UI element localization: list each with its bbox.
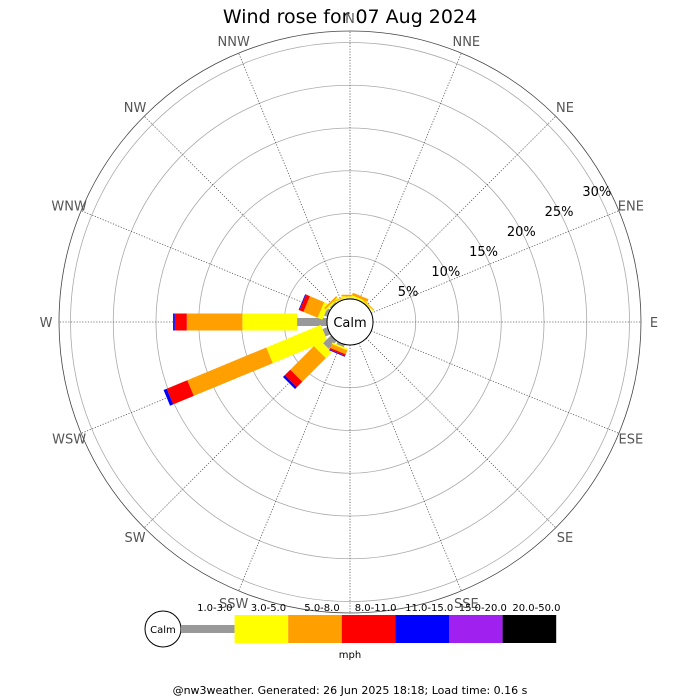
ring-label-15: 15%: [469, 245, 498, 260]
direction-label-ssw: SSW: [219, 597, 249, 612]
bar-ssw-bin-2: [330, 343, 348, 355]
direction-label-e: E: [650, 316, 658, 331]
ring-label-30: 30%: [582, 185, 611, 200]
legend-label-3: 8.0-11.0: [355, 603, 397, 614]
bar-sw-bin-1: [313, 340, 332, 359]
ring-30: [70, 42, 630, 602]
legend-label-0: 1.0-3.0: [197, 603, 232, 614]
spoke-nne: [358, 52, 462, 301]
bar-wsw-bin-1: [266, 324, 328, 364]
direction-label-n: N: [345, 12, 355, 27]
bar-ssw-bin-0: [336, 341, 345, 348]
bar-w-bin-1: [242, 313, 298, 331]
legend-swatch-0: [181, 625, 235, 633]
bar-ne-bin-2: [361, 297, 375, 311]
direction-label-w: W: [40, 316, 53, 331]
legend-swatch-3: [341, 615, 396, 643]
bar-ssw-bin-3: [329, 347, 346, 356]
direction-label-sse: SSE: [454, 597, 479, 612]
direction-label-wsw: WSW: [52, 432, 86, 447]
bar-wnw-bin-2: [303, 296, 325, 318]
direction-label-nw: NW: [124, 101, 147, 116]
spoke-wnw: [80, 210, 329, 314]
spoke-se: [365, 337, 557, 529]
bar-sw-bin-4: [282, 375, 297, 390]
footer-credit: @nw3weather. Generated: 26 Jun 2025 18:1…: [172, 684, 528, 697]
bar-w-bin-0: [297, 318, 327, 326]
calm-label: Calm: [333, 316, 366, 331]
legend-label-1: 3.0-5.0: [251, 603, 286, 614]
calm-circle: [326, 298, 374, 346]
bar-ne-bin-1: [360, 298, 374, 312]
direction-label-wnw: WNW: [51, 200, 87, 215]
direction-label-nnw: NNW: [218, 35, 250, 50]
direction-label-nne: NNE: [452, 35, 480, 50]
ring-label-5: 5%: [398, 285, 419, 300]
direction-label-ne: NE: [556, 101, 574, 116]
direction-label-sw: SW: [124, 531, 145, 546]
legend-label-5: 15.0-20.0: [459, 603, 507, 614]
spoke-nw: [143, 115, 335, 307]
outer-circle: [58, 30, 642, 614]
legend-swatch-4: [395, 615, 449, 643]
bar-sw-bin-3: [284, 369, 303, 388]
legend-calm-label: Calm: [150, 625, 176, 636]
ring-label-20: 20%: [507, 225, 536, 240]
legend-swatch-1: [234, 615, 289, 643]
bar-nne-bin-2: [351, 292, 369, 302]
bar-sw-bin-0: [323, 335, 337, 349]
bar-wnw-bin-0: [324, 308, 331, 317]
legend-units: mph: [339, 650, 361, 661]
spoke-ese: [371, 330, 620, 434]
bar-w-bin-2: [186, 313, 243, 331]
bar-w-bin-3: [174, 313, 187, 331]
bar-wsw-bin-4: [163, 388, 174, 406]
legend-swatch-6: [502, 615, 557, 643]
bar-wsw-bin-0: [322, 327, 331, 337]
legend-label-6: 20.0-50.0: [512, 603, 560, 614]
spoke-sse: [358, 343, 462, 592]
ring-label-25: 25%: [545, 205, 574, 220]
bar-ssw-bin-1: [331, 342, 349, 351]
bar-wnw-bin-4: [298, 294, 306, 311]
legend-label-2: 5.0-8.0: [304, 603, 339, 614]
legend-swatch-2: [288, 615, 342, 643]
bar-w-bin-4: [173, 313, 175, 331]
legend-label-4: 11.0-15.0: [405, 603, 453, 614]
bar-ssw-bin-4: [329, 349, 346, 357]
direction-label-ese: ESE: [619, 432, 644, 447]
bar-nw-bin-0: [329, 301, 337, 309]
spoke-ne: [365, 115, 557, 307]
legend-swatch-5: [449, 615, 503, 643]
bar-nw-bin-2: [324, 296, 338, 310]
direction-label-ene: ENE: [618, 200, 644, 215]
bar-wnw-bin-3: [299, 294, 310, 312]
bar-sw-bin-2: [290, 346, 326, 382]
bar-wsw-bin-2: [187, 347, 273, 396]
chart-title: Wind rose for 07 Aug 2024: [222, 6, 478, 28]
ring-label-10: 10%: [431, 265, 460, 280]
bar-wsw-bin-3: [166, 380, 194, 405]
spoke-nnw: [238, 52, 342, 301]
direction-label-se: SE: [557, 531, 573, 546]
